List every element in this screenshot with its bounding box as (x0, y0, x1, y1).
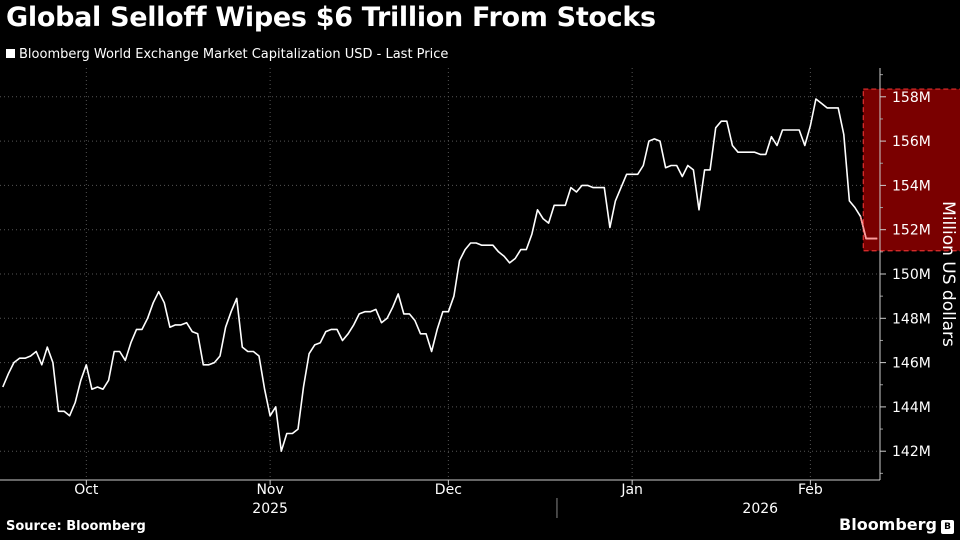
bloomberg-logo-icon: B (941, 520, 954, 534)
source-note: Source: Bloomberg (6, 519, 146, 534)
y-tick-label: 154M (892, 178, 931, 194)
x-tick-label: Oct (74, 482, 99, 498)
y-tick-label: 156M (892, 134, 931, 150)
x-tick-label: Feb (798, 482, 823, 498)
x-tick-label: Dec (435, 482, 462, 498)
y-axis-title: Million US dollars (938, 201, 958, 347)
y-tick-label: 148M (892, 311, 931, 327)
y-tick-label: 152M (892, 223, 931, 239)
year-label: 2025 (252, 501, 288, 517)
x-tick-label: Nov (256, 482, 283, 498)
x-tick-label: Jan (620, 482, 643, 498)
bloomberg-logo: Bloomberg B (839, 515, 954, 534)
y-tick-label: 158M (892, 90, 931, 106)
series-layer (2, 98, 878, 452)
y-tick-label: 142M (892, 444, 931, 460)
series-line (2, 98, 878, 452)
legend-swatch (6, 49, 15, 58)
y-tick-label: 146M (892, 356, 931, 372)
y-tick-label: 144M (892, 400, 931, 416)
selloff-highlight (862, 88, 960, 252)
legend: Bloomberg World Exchange Market Capitali… (6, 47, 448, 62)
chart-title: Global Selloff Wipes $6 Trillion From St… (6, 2, 656, 33)
series-line-highlighted (859, 216, 878, 240)
brand-name: Bloomberg (839, 515, 937, 534)
axes-layer: 142M 144M 146M 148M 150M 152M 154M 156M 158M Oct N… (0, 68, 958, 518)
selloff-highlight-box (862, 88, 960, 252)
year-label: 2026 (742, 501, 778, 517)
y-tick-label: 150M (892, 267, 931, 283)
legend-label: Bloomberg World Exchange Market Capitali… (19, 47, 449, 62)
grid-lines (0, 68, 880, 480)
